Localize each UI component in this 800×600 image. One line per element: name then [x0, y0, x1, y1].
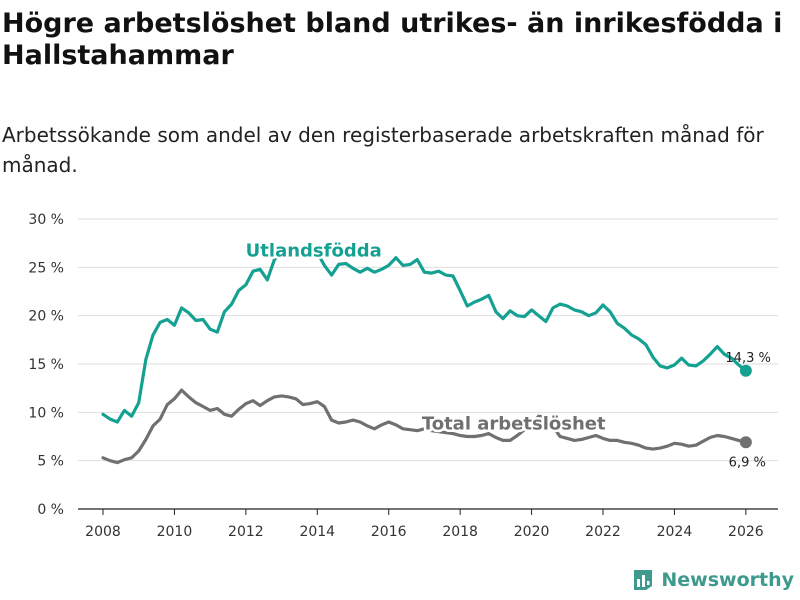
chart-subtitle: Arbetssökande som andel av den registerb… [2, 123, 764, 177]
series-label: Total arbetslöshet [422, 414, 606, 435]
end-value-label: 6,9 % [729, 455, 766, 470]
brand-name: Newsworthy [661, 569, 794, 591]
x-tick-label: 2016 [371, 524, 407, 540]
y-tick-label: 25 % [28, 260, 64, 276]
axes: 0 % 5 % 10 % 15 % 20 % 25 % 30 % 2008 2010 2012 20… [28, 212, 778, 540]
gridlines [78, 218, 778, 462]
y-tick-label: 5 % [37, 454, 64, 470]
bar-chart-icon [634, 570, 653, 590]
x-tick-label: 2026 [728, 524, 764, 540]
series [101, 248, 752, 465]
labels: 14,3 % 6,9 % Utlandsfödda Total arbetslöshe… [243, 238, 771, 470]
x-tick-label: 2020 [514, 524, 550, 540]
x-tick-label: 2014 [299, 524, 335, 540]
series-line-0 [101, 248, 748, 424]
x-tick-label: 2010 [157, 524, 193, 540]
y-tick-label: 10 % [28, 405, 64, 421]
y-tick-label: 20 % [28, 309, 64, 325]
y-tick-label: 15 % [28, 357, 64, 373]
x-tick-label: 2012 [228, 524, 264, 540]
x-tick-label: 2022 [585, 524, 621, 540]
brand-logo: Newsworthy [632, 566, 794, 594]
series-end-point-1 [739, 436, 752, 449]
y-tick-label: 30 % [28, 212, 64, 228]
x-tick-label: 2008 [85, 524, 121, 540]
chart-title: Högre arbetslöshet bland utrikes- än inr… [2, 8, 783, 71]
x-tick-label: 2018 [442, 524, 478, 540]
end-value-label: 14,3 % [725, 351, 770, 366]
x-tick-label: 2024 [657, 524, 693, 540]
series-end-point-0 [739, 364, 752, 377]
series-label: Utlandsfödda [246, 241, 382, 262]
series-line-1 [101, 388, 748, 465]
y-tick-label: 0 % [37, 502, 64, 518]
